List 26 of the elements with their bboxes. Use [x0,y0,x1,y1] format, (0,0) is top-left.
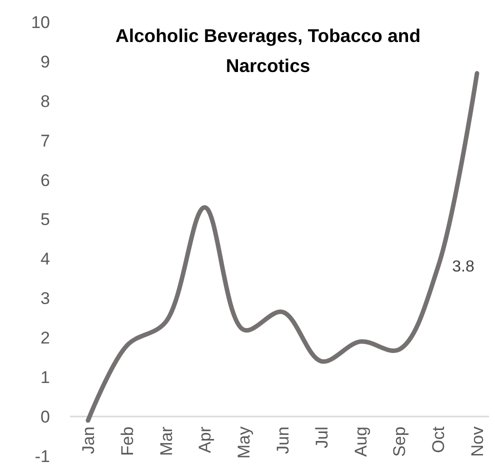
y-tick-label: 1 [40,368,50,388]
y-tick-label: 8 [40,92,50,111]
x-tick-label: Jun [274,426,292,454]
y-tick-label: 4 [40,250,50,269]
y-tick-label: 7 [40,131,50,150]
y-tick-label: 10 [31,12,50,32]
x-tick-label: Aug [351,426,370,457]
x-tick-label: Jan [79,426,98,454]
x-tick-label: Feb [118,426,137,456]
y-tick-label: -1 [34,446,50,466]
x-tick-label: Mar [156,426,176,456]
y-tick-label: 0 [40,407,50,426]
y-tick-label: 6 [40,170,50,190]
x-tick-label: Jul [312,426,332,448]
x-tick-label: Apr [196,426,215,454]
y-tick-label: 9 [40,52,50,72]
x-tick-label: Sep [390,426,410,457]
data-label: 3.8 [452,258,474,276]
text: Alcoholic Beverages, Tobacco and Narcotics [116,25,420,76]
line-series [86,71,480,423]
y-tick-label: 5 [40,210,50,230]
x-tick-label: May [234,426,254,459]
x-tick-label: Nov [468,426,487,457]
x-tick-label: Oct [429,426,448,453]
y-tick-label: 3 [40,289,50,308]
y-tick-label: 2 [40,328,50,348]
